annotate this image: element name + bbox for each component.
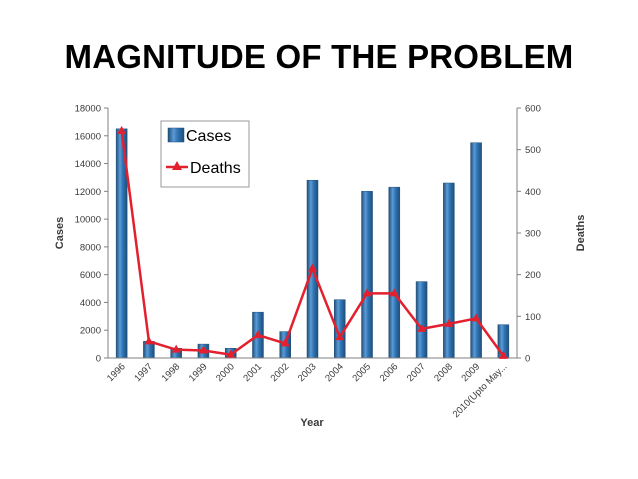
- left-axis-label: Cases: [54, 217, 66, 249]
- left-tick-label: 2000: [80, 326, 101, 337]
- legend-cases-label: Cases: [186, 128, 231, 145]
- left-tick-label: 8000: [80, 242, 101, 253]
- deaths-marker: [444, 318, 454, 327]
- right-axis-ticks: 0 100 200 300 400 500 600: [517, 104, 541, 365]
- deaths-marker: [417, 323, 427, 332]
- deaths-marker: [144, 336, 154, 345]
- deaths-marker: [171, 344, 181, 353]
- deaths-marker: [498, 350, 508, 359]
- left-tick-label: 6000: [80, 270, 101, 281]
- deaths-marker: [335, 332, 345, 341]
- x-tick-label: 1999: [187, 361, 210, 384]
- right-tick-label: 600: [525, 104, 541, 115]
- deaths-marker: [280, 338, 290, 347]
- left-tick-label: 4000: [80, 298, 101, 309]
- right-axis-label: Deaths: [575, 215, 587, 252]
- right-tick-label: 300: [525, 229, 541, 240]
- deaths-marker: [362, 288, 372, 297]
- x-tick-label: 2002: [269, 361, 292, 384]
- legend: Cases Deaths: [160, 120, 250, 188]
- left-tick-label: 14000: [75, 159, 101, 170]
- legend-deaths-marker: [172, 161, 182, 170]
- x-tick-label: 2009: [459, 361, 482, 384]
- right-tick-label: 400: [525, 187, 541, 198]
- x-tick-label: 2005: [350, 361, 373, 384]
- x-axis-label: Year: [300, 417, 324, 429]
- deaths-markers: [117, 125, 508, 359]
- left-tick-label: 12000: [75, 187, 101, 198]
- x-tick-labels: 1996 1997 1998 1999 2000 2001 2002 2003 2004 2005…: [105, 361, 509, 420]
- left-axis-ticks: 0 2000 4000 6000 8000 10000 12000 14000 16000 180…: [75, 104, 108, 365]
- x-tick-label: 2001: [241, 361, 264, 384]
- x-tick-label: 2003: [296, 361, 319, 384]
- right-tick-label: 200: [525, 270, 541, 281]
- left-tick-label: 16000: [75, 131, 101, 142]
- deaths-marker: [471, 313, 481, 322]
- deaths-marker: [389, 288, 399, 297]
- x-tick-label: 1997: [132, 361, 155, 384]
- cases-bar: [443, 182, 455, 359]
- cases-bar: [415, 281, 428, 359]
- x-tick-label: 2008: [432, 361, 455, 384]
- x-tick-label: 2000: [214, 361, 237, 384]
- cases-bar: [361, 191, 373, 359]
- legend-deaths-label: Deaths: [190, 160, 241, 177]
- left-tick-label: 10000: [75, 215, 101, 226]
- right-tick-label: 500: [525, 145, 541, 156]
- deaths-marker: [308, 263, 317, 272]
- slide-title: MAGNITUDE OF THE PROBLEM: [64, 38, 574, 75]
- left-tick-label: 18000: [75, 104, 101, 115]
- legend-cases-swatch: [167, 127, 185, 143]
- right-tick-label: 0: [525, 354, 530, 365]
- deaths-marker: [198, 345, 208, 354]
- deaths-marker: [117, 125, 127, 134]
- x-tick-label: 2004: [323, 361, 346, 384]
- right-tick-label: 100: [525, 312, 541, 323]
- x-tick-label: 2007: [405, 361, 428, 384]
- deaths-marker: [253, 330, 263, 339]
- deaths-marker: [226, 349, 236, 358]
- left-tick-label: 0: [96, 354, 101, 365]
- cases-bar: [388, 186, 401, 359]
- x-tick-label: 2006: [378, 361, 401, 384]
- x-tick-label: 1998: [160, 361, 183, 384]
- x-tick-label: 1996: [105, 361, 128, 384]
